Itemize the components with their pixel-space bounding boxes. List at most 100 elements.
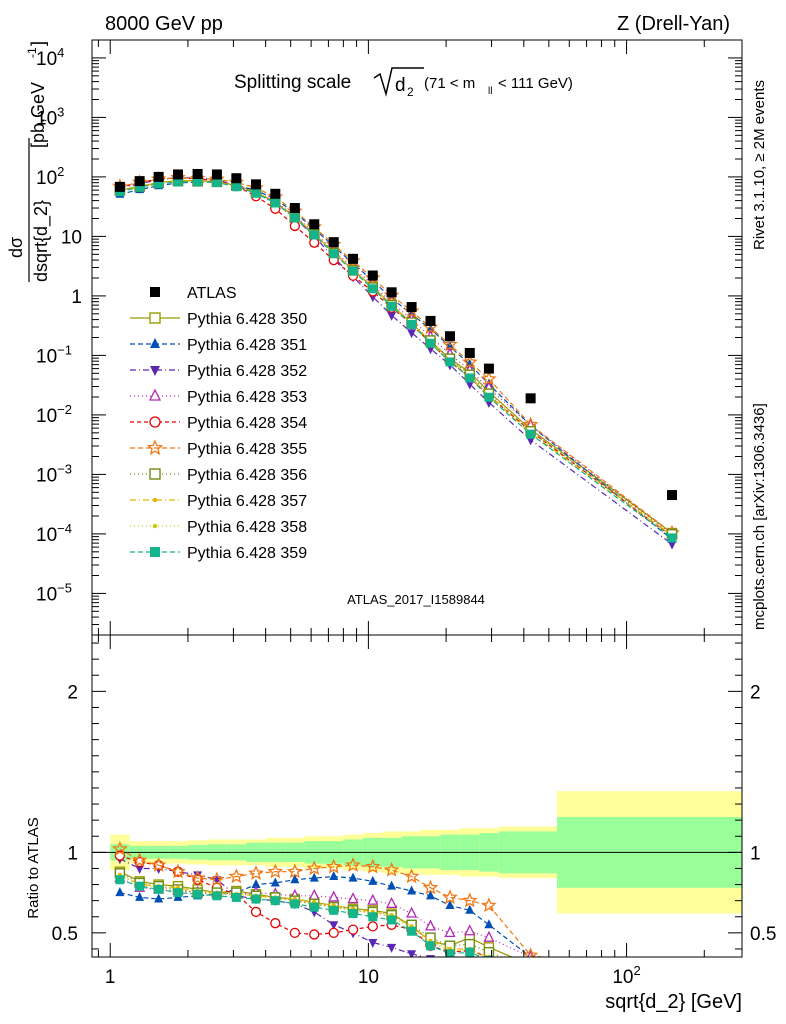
legend-entry: Pythia 6.428 357 <box>130 493 307 510</box>
series-ratio-point <box>251 894 261 904</box>
series-ratio-point <box>387 915 397 925</box>
series-ratio-point <box>425 890 435 900</box>
series-point <box>329 249 339 259</box>
atlas-point <box>667 490 678 501</box>
rivet-label: Rivet 3.1.10, ≥ 2M events <box>751 80 768 250</box>
series-ratio-point <box>367 921 378 932</box>
series-ratio-point <box>348 909 358 919</box>
y-tick-label: 10−3 <box>36 461 72 486</box>
series-ratio-point <box>347 924 359 935</box>
series-ratio-point <box>670 977 674 981</box>
watermark: ATLAS_2017_I1589844 <box>347 592 485 607</box>
ylabel-den: dsqrt{d_2} <box>31 200 52 282</box>
series-ratio-point <box>309 929 320 940</box>
legend-label: Pythia 6.428 359 <box>187 545 307 562</box>
series-ratio-point <box>484 919 494 929</box>
series-ratio-point <box>306 860 322 876</box>
series-point <box>526 429 536 439</box>
legend: ATLAS Pythia 6.428 350 Pythia 6.428 351 Pyt… <box>130 285 307 562</box>
series-ratio-line <box>119 871 514 957</box>
series-ratio-point <box>668 972 677 981</box>
series-ratio-point <box>465 904 475 914</box>
series-ratio-point <box>170 863 186 879</box>
series-ratio-point <box>290 899 300 909</box>
series-ratio-point <box>422 879 439 895</box>
series-point <box>442 336 458 352</box>
series-ratio-point <box>212 891 222 901</box>
y-tick-label-sup: 2 <box>57 164 64 179</box>
series-ratio-point <box>668 978 677 987</box>
series-ratio-point <box>212 876 222 886</box>
series-ratio-point <box>425 941 435 951</box>
series-ratio-point <box>251 879 261 889</box>
atlas-point <box>134 176 145 187</box>
series-ratio-point <box>444 925 456 937</box>
ylabel-num: dσ <box>6 237 26 258</box>
y-tick-label: 10−5 <box>36 580 72 605</box>
series-point <box>135 182 145 192</box>
series-ratio-point <box>465 947 475 957</box>
atlas-point <box>231 173 242 184</box>
atlas-point <box>270 188 281 199</box>
series-point <box>154 179 164 189</box>
series-ratio-point <box>368 912 378 922</box>
atlas-point <box>406 302 417 313</box>
series-ratio-point <box>526 964 535 973</box>
legend-entry: Pythia 6.428 353 <box>130 388 307 406</box>
ylabel-unit-close: ] <box>28 41 48 46</box>
series-ratio-point <box>154 884 164 894</box>
title-root-sub: 2 <box>407 85 414 99</box>
legend-label: Pythia 6.428 356 <box>187 467 307 484</box>
series-ratio-point <box>387 943 397 953</box>
series-ratio-point <box>270 877 280 887</box>
y-tick-label-sup: 4 <box>57 45 64 60</box>
series-ratio-point <box>526 964 535 973</box>
legend-marker <box>150 338 160 348</box>
series-point <box>309 237 320 248</box>
series-point <box>368 284 378 294</box>
y-tick-label: 102 <box>36 164 64 189</box>
y-tick-label: 10 <box>61 227 82 248</box>
legend-label: Pythia 6.428 357 <box>187 493 307 510</box>
mcplots-label: mcplots.cern.ch [arXiv:1306.3436] <box>751 403 768 630</box>
series-ratio-point <box>522 947 539 957</box>
legend-entry: Pythia 6.428 354 <box>130 415 307 432</box>
series-main <box>115 177 677 543</box>
chart-title: Splitting scale d 2 (71 < m ll < 111 GeV… <box>234 67 573 99</box>
x-tick-label: 102 <box>612 963 640 988</box>
legend-marker <box>148 388 162 401</box>
title-cut-sub: ll <box>488 86 492 97</box>
series-ratio-point <box>462 892 478 908</box>
y-tick-label-sup: −1 <box>57 342 72 357</box>
series-point <box>445 341 455 351</box>
ratio-tick-label: 0.5 <box>52 924 78 945</box>
series-ratio-point <box>150 857 167 872</box>
legend-label: Pythia 6.428 353 <box>187 389 307 406</box>
series-ratio-point <box>407 926 417 936</box>
series-point <box>465 380 475 390</box>
legend-entry: Pythia 6.428 352 <box>130 363 307 380</box>
x-axis-label: sqrt{d_2} [GeV] <box>605 991 742 1013</box>
series-line <box>119 177 673 545</box>
atlas-point <box>483 363 494 374</box>
legend-label: Pythia 6.428 354 <box>187 415 307 432</box>
series-point <box>407 319 417 329</box>
series-ratio-point <box>115 887 125 897</box>
atlas-point <box>172 169 183 180</box>
title-cut-end: < 111 GeV) <box>498 75 573 92</box>
ratio-frame <box>91 634 743 958</box>
y-tick-label: 10−2 <box>36 402 72 427</box>
legend-label: Pythia 6.428 355 <box>187 441 307 458</box>
legend-entry: Pythia 6.428 350 <box>130 311 307 328</box>
series-point <box>445 357 455 367</box>
series-ratio-point <box>348 872 358 882</box>
series-ratio-point <box>328 927 339 938</box>
legend-entry: Pythia 6.428 356 <box>130 467 307 484</box>
ratio-tick-label-right: 2 <box>750 682 761 703</box>
series-point <box>290 213 300 223</box>
series-ratio-line <box>119 872 503 957</box>
series-ratio-point <box>267 863 284 879</box>
atlas-point <box>153 171 164 182</box>
series-ratio-point <box>445 899 455 909</box>
series-line <box>119 177 673 534</box>
